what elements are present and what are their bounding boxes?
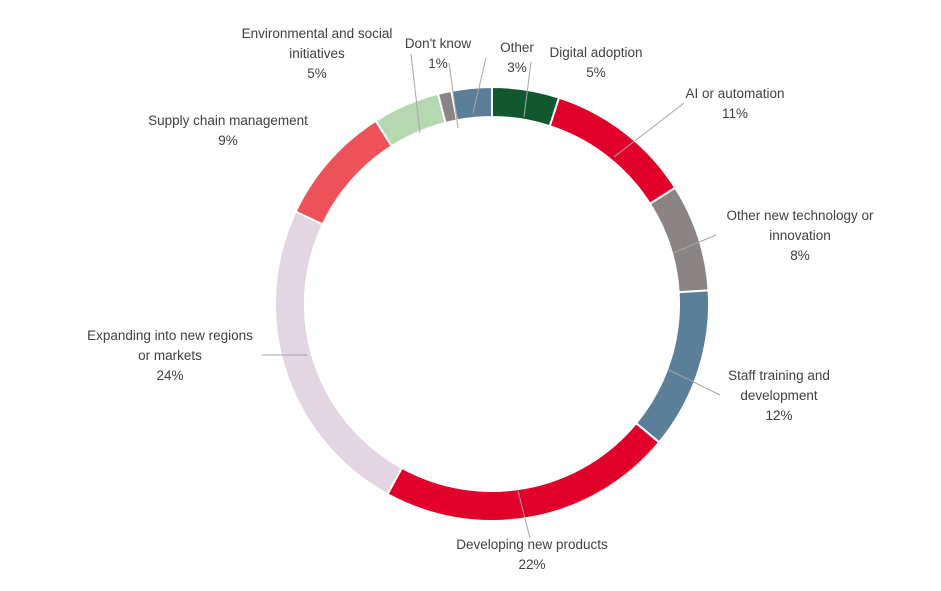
leader-lines <box>262 53 721 539</box>
data-label-staff-training-and-development: Staff training and development 12% <box>728 368 830 423</box>
data-label-text: initiatives <box>289 46 345 61</box>
data-label-ai-or-automation: AI or automation 11% <box>685 86 784 121</box>
data-label-expanding-into-new-regions-or-markets: Expanding into new regions or markets 24% <box>87 328 253 383</box>
data-label-value: 9% <box>218 133 238 148</box>
slice-supply-chain-management <box>294 119 394 226</box>
leader-line-ai-or-automation <box>613 102 685 158</box>
data-label-text: Staff training and <box>728 368 830 383</box>
data-label-text: Expanding into new regions <box>87 328 253 343</box>
data-label-value: 22% <box>518 557 545 572</box>
slice-other <box>450 85 493 122</box>
data-label-text: Environmental and social <box>242 26 393 41</box>
data-label-other: Other 3% <box>500 40 534 75</box>
slice-expanding-into-new-regions-or-markets <box>274 210 404 496</box>
leader-line-developing-new-products <box>517 490 531 539</box>
data-label-text: AI or automation <box>685 86 784 101</box>
data-label-digital-adoption: Digital adoption 5% <box>549 45 642 80</box>
slice-developing-new-products <box>386 421 661 522</box>
data-label-text: Developing new products <box>456 537 608 552</box>
data-labels: Digital adoption 5% AI or automation 11% Oth… <box>87 26 874 572</box>
data-label-value: 5% <box>586 65 606 80</box>
data-label-value: 3% <box>507 60 527 75</box>
data-label-value: 8% <box>790 248 810 263</box>
data-label-value: 1% <box>428 56 448 71</box>
leader-line-staff-training-and-development <box>668 369 721 396</box>
data-label-value: 5% <box>307 66 327 81</box>
data-label-environmental-and-social-initiatives: Environmental and social initiatives 5% <box>242 26 393 81</box>
leader-line-other <box>472 57 487 114</box>
data-label-don-t-know: Don't know 1% <box>405 36 472 71</box>
data-label-text: innovation <box>769 228 831 243</box>
slice-ai-or-automation <box>548 96 677 206</box>
data-label-text: development <box>740 388 818 403</box>
leader-line-environmental-and-social-initiatives <box>410 53 421 134</box>
leader-line-other-new-technology-or-innovation <box>672 234 717 254</box>
slice-environmental-and-social-initiatives <box>374 92 447 148</box>
data-label-developing-new-products: Developing new products 22% <box>456 537 608 572</box>
data-label-value: 12% <box>765 408 792 423</box>
data-label-value: 24% <box>156 368 183 383</box>
leader-line-don-t-know <box>448 62 459 129</box>
data-label-text: Other new technology or <box>726 208 874 223</box>
slice-staff-training-and-development <box>634 289 710 444</box>
data-label-text: Digital adoption <box>549 45 642 60</box>
donut-slices <box>274 85 710 522</box>
slice-other-new-technology-or-innovation <box>648 186 710 294</box>
data-label-text: or markets <box>138 348 202 363</box>
data-label-supply-chain-management: Supply chain management 9% <box>148 113 308 148</box>
data-label-text: Supply chain management <box>148 113 308 128</box>
data-label-value: 11% <box>722 106 748 121</box>
leader-line-digital-adoption <box>523 61 532 118</box>
data-label-text: Don't know <box>405 36 472 51</box>
data-label-text: Other <box>500 40 534 55</box>
data-label-other-new-technology-or-innovation: Other new technology or innovation 8% <box>726 208 874 263</box>
